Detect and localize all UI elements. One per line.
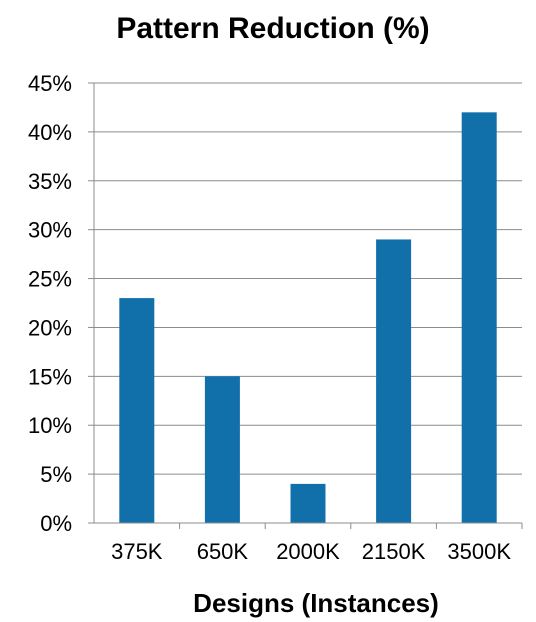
- x-tick-label: 2150K: [362, 539, 426, 564]
- bar-2000K: [290, 483, 326, 523]
- bars: [119, 112, 497, 523]
- y-tick-label: 45%: [28, 71, 72, 96]
- y-axis-ticks: 0% 5% 10% 15% 20% 25% 30% 35% 40% 45%: [28, 71, 94, 536]
- bar-650K: [204, 376, 240, 523]
- bar-375K: [119, 298, 155, 523]
- x-axis-ticks: 375K 650K 2000K 2150K 3500K: [111, 523, 523, 564]
- x-tick-label: 375K: [111, 539, 163, 564]
- bar-3500K: [461, 112, 497, 523]
- x-tick-label: 2000K: [276, 539, 340, 564]
- y-tick-label: 35%: [28, 169, 72, 194]
- y-tick-label: 30%: [28, 218, 72, 243]
- x-axis-label: Designs (Instances): [193, 588, 439, 618]
- y-tick-label: 0%: [40, 511, 72, 536]
- x-tick-label: 3500K: [447, 539, 511, 564]
- y-tick-label: 20%: [28, 315, 72, 340]
- y-tick-label: 10%: [28, 413, 72, 438]
- y-tick-label: 5%: [40, 462, 72, 487]
- gridlines: [94, 82, 522, 475]
- bar-2150K: [376, 239, 412, 523]
- chart-title: Pattern Reduction (%): [116, 12, 429, 45]
- y-tick-label: 25%: [28, 267, 72, 292]
- y-tick-label: 40%: [28, 120, 72, 145]
- x-tick-label: 650K: [197, 539, 249, 564]
- y-tick-label: 15%: [28, 364, 72, 389]
